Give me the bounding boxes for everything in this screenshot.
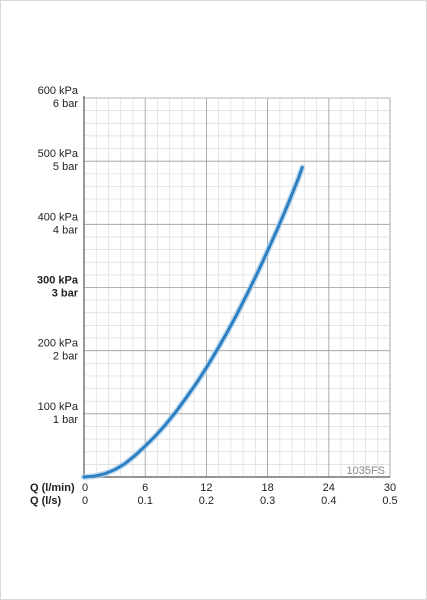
y-tick-label-kpa: 100 kPa	[38, 401, 79, 413]
x-tick-label-lmin: 18	[261, 482, 273, 494]
x-tick-label-lmin: 0	[82, 482, 88, 494]
y-tick-label-bar: 4 bar	[53, 224, 78, 236]
model-code-label: 1035FS	[346, 465, 385, 477]
major-grid	[84, 97, 391, 477]
x-tick-label-ls: 0.2	[199, 495, 214, 507]
x-axis-title-lmin: Q (l/min)	[30, 482, 75, 494]
y-tick-label-bar: 1 bar	[53, 414, 78, 426]
y-tick-label-bar: 3 bar	[52, 288, 79, 300]
x-tick-label-lmin: 24	[323, 482, 335, 494]
y-tick-label-kpa: 500 kPa	[38, 148, 79, 160]
y-tick-label-kpa: 300 kPa	[37, 275, 79, 287]
x-tick-label-lmin: 12	[200, 482, 212, 494]
y-tick-label-kpa: 600 kPa	[38, 85, 79, 97]
y-tick-label-kpa: 400 kPa	[38, 211, 79, 223]
x-tick-label-lmin: 30	[384, 482, 396, 494]
curve-glow	[81, 164, 306, 480]
x-tick-label-ls: 0.5	[382, 495, 397, 507]
x-axis-labels: Q (l/min)Q (l/s) 00 60.1 120.2 180.3 240.4 300…	[30, 482, 398, 507]
y-tick-label-bar: 6 bar	[53, 98, 78, 110]
x-tick-label-lmin: 6	[142, 482, 148, 494]
y-tick-label-bar: 2 bar	[53, 351, 78, 363]
y-tick-label-kpa: 200 kPa	[38, 338, 79, 350]
x-tick-label-ls: 0.1	[138, 495, 153, 507]
x-tick-label-ls: 0.3	[260, 495, 275, 507]
x-axis-title-ls: Q (l/s)	[30, 495, 62, 507]
x-tick-label-ls: 0	[82, 495, 88, 507]
pressure-flow-curve	[82, 165, 304, 479]
y-tick-label-bar: 5 bar	[53, 161, 78, 173]
axes	[83, 96, 390, 478]
curve-group	[81, 164, 306, 480]
x-tick-label-ls: 0.4	[321, 495, 336, 507]
